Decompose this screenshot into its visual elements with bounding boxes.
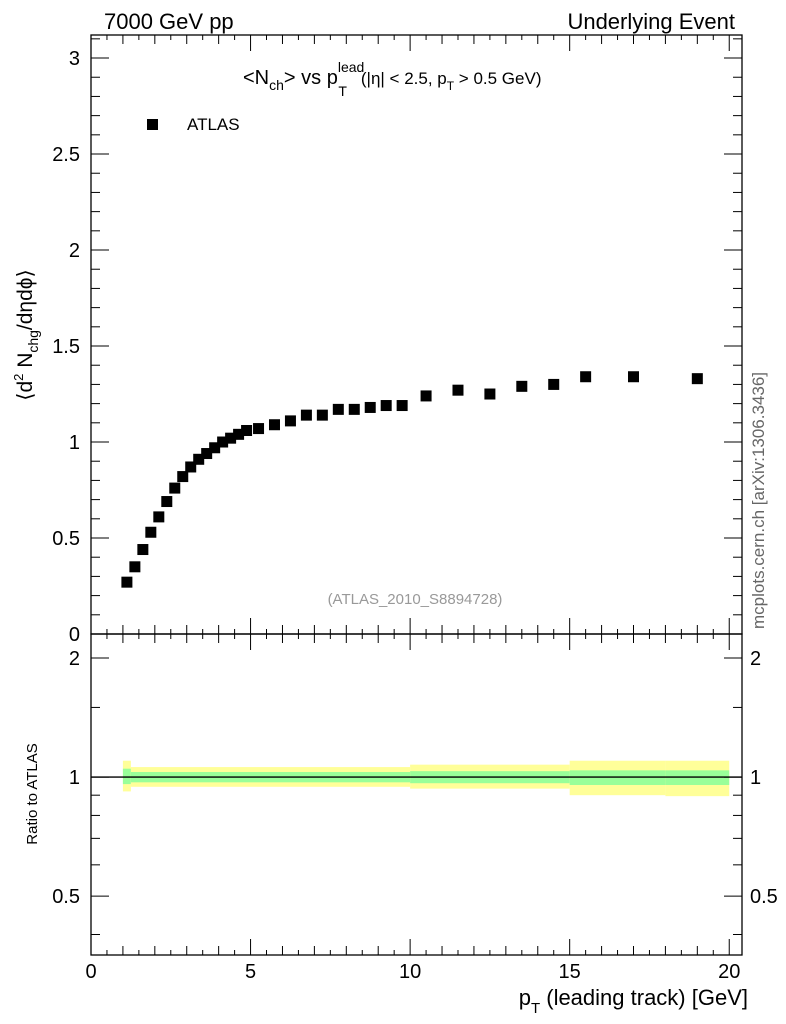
main-y-tick-label: 0 — [69, 624, 80, 646]
watermark: mcplots.cern.ch [arXiv:1306.3436] — [749, 372, 768, 629]
x-tick-label: 5 — [245, 961, 256, 983]
data-point-7 — [177, 471, 189, 483]
atlas-data-points — [121, 371, 703, 588]
main-y-tick-label: 2.5 — [52, 144, 80, 166]
data-point-5 — [161, 496, 173, 508]
ratio-bands — [122, 760, 730, 797]
data-point-17 — [268, 419, 280, 431]
header-right: Underlying Event — [567, 9, 735, 34]
data-point-28 — [484, 388, 496, 400]
data-point-1 — [129, 561, 141, 573]
ratio-axis-ticks — [90, 634, 742, 955]
ratio-panel-frame — [90, 633, 743, 956]
data-point-6 — [169, 482, 181, 494]
data-point-21 — [332, 403, 344, 415]
data-point-2 — [137, 544, 149, 556]
data-point-14 — [233, 428, 245, 440]
data-point-18 — [284, 415, 296, 427]
data-point-26 — [420, 390, 432, 402]
data-point-0 — [121, 576, 133, 588]
analysis-tag: (ATLAS_2010_S8894728) — [328, 591, 503, 608]
data-point-12 — [217, 436, 229, 448]
x-tick-label: 20 — [718, 961, 740, 983]
x-tick-labels: 0 5 10 15 20 — [85, 961, 740, 983]
x-tick-label: 15 — [559, 961, 581, 983]
data-point-11 — [209, 442, 221, 454]
data-point-27 — [452, 384, 464, 396]
main-y-tick-label: 1 — [69, 432, 80, 454]
ratio-y-tick-label-left: 0.5 — [52, 886, 80, 908]
data-point-19 — [300, 409, 312, 421]
main-y-tick-label: 2 — [69, 240, 80, 262]
ratio-y-axis-label: Ratio to ATLAS — [24, 743, 41, 844]
ratio-y-tick-labels: 0.5 0.5 1 1 2 2 — [52, 648, 778, 908]
data-point-3 — [145, 526, 157, 538]
legend-label: ATLAS — [187, 115, 240, 134]
ratio-y-tick-label-right: 1 — [750, 767, 761, 789]
data-point-29 — [516, 380, 528, 392]
data-point-20 — [316, 409, 328, 421]
ratio-y-tick-label-right: 0.5 — [750, 886, 778, 908]
data-point-24 — [380, 400, 392, 412]
main-y-tick-label: 0.5 — [52, 528, 80, 550]
plot-title: <Nch> vs plead T(|η| < 2.5, pT > 0.5 GeV) — [243, 59, 542, 99]
data-point-25 — [396, 400, 408, 412]
data-point-4 — [153, 511, 165, 523]
data-point-15 — [241, 424, 253, 436]
legend-marker — [147, 119, 158, 130]
data-point-33 — [691, 373, 703, 385]
x-tick-label: 0 — [85, 961, 96, 983]
data-point-8 — [185, 461, 197, 473]
ratio-band-inner-0 — [122, 768, 131, 785]
main-axis-ticks — [90, 35, 742, 635]
header-left: 7000 GeV pp — [104, 9, 234, 34]
data-point-23 — [364, 401, 376, 413]
data-point-9 — [193, 453, 205, 465]
ratio-y-tick-label-left: 2 — [69, 648, 80, 670]
ratio-y-tick-label-left: 1 — [69, 767, 80, 789]
main-y-tick-labels: 0 0.5 1 1.5 2 2.5 3 — [52, 48, 80, 646]
x-axis-label: pT (leading track) [GeV] — [519, 985, 748, 1017]
data-point-16 — [253, 423, 265, 435]
data-point-22 — [348, 403, 360, 415]
data-point-31 — [580, 371, 592, 383]
main-y-tick-label: 3 — [69, 48, 80, 70]
ratio-y-tick-label-right: 2 — [750, 648, 761, 670]
data-point-32 — [628, 371, 639, 383]
x-tick-label: 10 — [399, 961, 421, 983]
data-point-30 — [548, 378, 560, 390]
data-point-13 — [225, 432, 237, 444]
main-y-tick-label: 1.5 — [52, 336, 80, 358]
main-y-axis-label: ⟨d2 Nchg/dηdϕ⟩ — [11, 269, 41, 401]
data-point-10 — [201, 448, 213, 460]
